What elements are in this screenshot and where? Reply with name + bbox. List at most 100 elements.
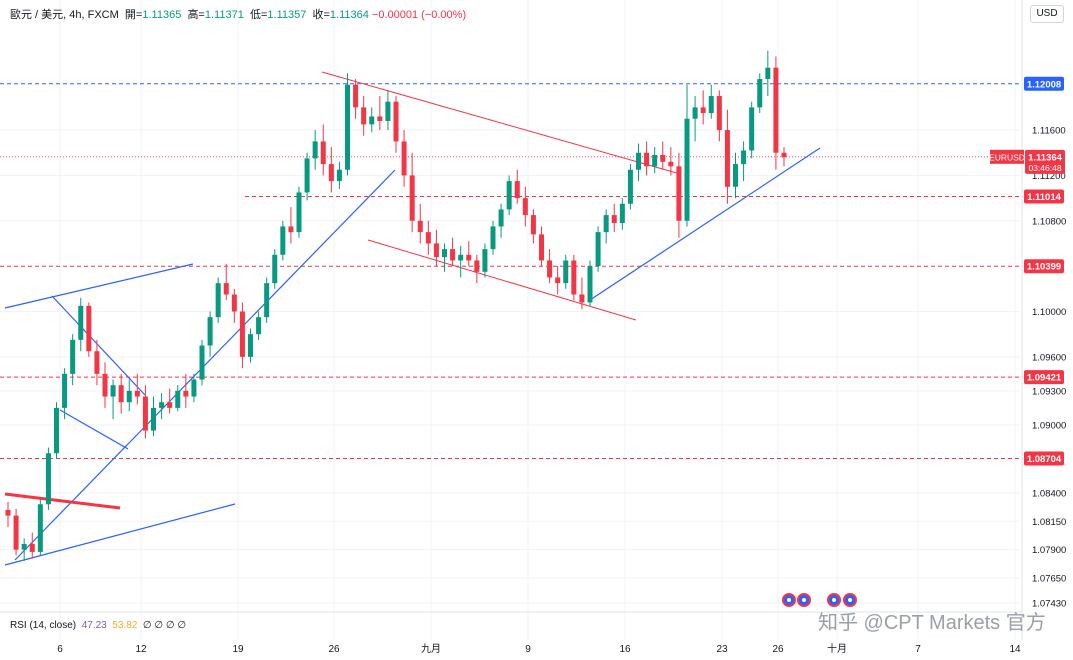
candle: [45, 447, 51, 510]
candle: [579, 277, 585, 310]
candle: [716, 90, 722, 142]
candle-body: [78, 305, 84, 340]
candle: [676, 152, 682, 238]
y-tick-label: 1.11200: [1032, 171, 1066, 182]
candle-body: [587, 266, 593, 303]
candle-body: [167, 402, 173, 408]
candle-body: [150, 407, 157, 431]
candle: [773, 56, 779, 170]
candle-body: [175, 390, 181, 408]
candle-body: [571, 260, 577, 295]
candle-body: [773, 67, 779, 153]
candle-body: [231, 294, 237, 312]
candle-body: [563, 260, 569, 284]
currency-button[interactable]: USD: [1030, 5, 1064, 23]
candle: [635, 143, 642, 182]
candle-body: [142, 396, 148, 431]
candle-body: [514, 181, 520, 199]
candle: [344, 73, 351, 176]
candle-body: [635, 152, 642, 170]
x-tick-label: 12: [135, 644, 147, 655]
candle: [409, 152, 415, 233]
candle: [207, 311, 213, 357]
candle-body: [118, 385, 124, 403]
candle-body: [732, 164, 739, 187]
event-marker-icon[interactable]: [782, 593, 796, 607]
candle-body: [344, 84, 351, 170]
rsi-legend[interactable]: RSI (14, close) 47.23 53.82 ∅ ∅ ∅ ∅: [10, 620, 186, 631]
candle-body: [498, 209, 504, 227]
candle: [191, 373, 197, 403]
event-marker-icon[interactable]: [843, 593, 857, 607]
candle: [466, 241, 472, 267]
candle: [159, 393, 165, 420]
candle-body: [102, 373, 108, 397]
candle: [732, 152, 739, 199]
candle-body: [393, 101, 399, 142]
rsi-ma-value: 53.82: [112, 620, 138, 631]
candle: [724, 109, 730, 204]
candle: [757, 73, 763, 114]
price-level-tag: [1024, 370, 1064, 385]
candle: [425, 220, 431, 255]
candle-body: [708, 96, 714, 114]
candle-body: [353, 84, 359, 108]
price-level-tag: [1024, 259, 1064, 274]
candle-body: [21, 543, 27, 550]
candle: [700, 90, 706, 125]
candle-body: [757, 79, 763, 108]
candle: [118, 373, 124, 414]
candle-body: [320, 141, 326, 165]
candle-body: [45, 453, 51, 505]
candle-body: [70, 339, 76, 374]
candle: [417, 203, 423, 244]
candle: [433, 229, 439, 267]
horizontal-levels: [0, 83, 1022, 459]
candle-body: [409, 175, 415, 221]
candle-body: [700, 107, 706, 114]
candle: [361, 96, 367, 136]
event-marker-icon[interactable]: [827, 593, 841, 607]
candle-body: [781, 152, 787, 158]
candle-body: [336, 169, 342, 182]
trend-drawings: [4, 71, 821, 566]
price-level-tag: [1024, 189, 1064, 204]
candle-body: [676, 166, 682, 221]
candle: [150, 396, 157, 437]
candle-body: [134, 390, 140, 397]
event-marker-icon[interactable]: [797, 593, 811, 607]
candle: [401, 130, 407, 187]
x-tick-label: 九月: [421, 643, 441, 655]
candle: [547, 249, 553, 284]
high-label: 高=: [187, 9, 205, 21]
candle: [538, 226, 545, 267]
y-tick-label: 1.07900: [1032, 545, 1066, 556]
candle-body: [547, 260, 553, 278]
candle-body: [280, 226, 286, 255]
x-tick-label: 7: [915, 644, 921, 655]
candle: [142, 385, 148, 439]
candle-body: [183, 390, 189, 397]
candle-body: [611, 215, 617, 224]
candle: [708, 84, 714, 119]
candle-body: [288, 226, 294, 233]
y-tick-label: 1.08150: [1032, 517, 1066, 528]
current-price-tag: [1025, 149, 1065, 174]
candle-body: [191, 379, 197, 397]
candle: [781, 147, 787, 167]
x-tick-label: 6: [57, 644, 63, 655]
high-value: 1.11371: [204, 9, 244, 21]
candle-body: [86, 305, 92, 352]
candle: [611, 203, 617, 233]
low-value: 1.11357: [267, 9, 307, 21]
candle-body: [579, 294, 585, 303]
candle-body: [361, 107, 367, 125]
candle-body: [5, 509, 11, 516]
candle: [304, 152, 310, 201]
candle: [167, 388, 173, 414]
candle-body: [239, 311, 245, 357]
red-bold-segment: [4, 492, 121, 510]
candle: [474, 254, 480, 284]
